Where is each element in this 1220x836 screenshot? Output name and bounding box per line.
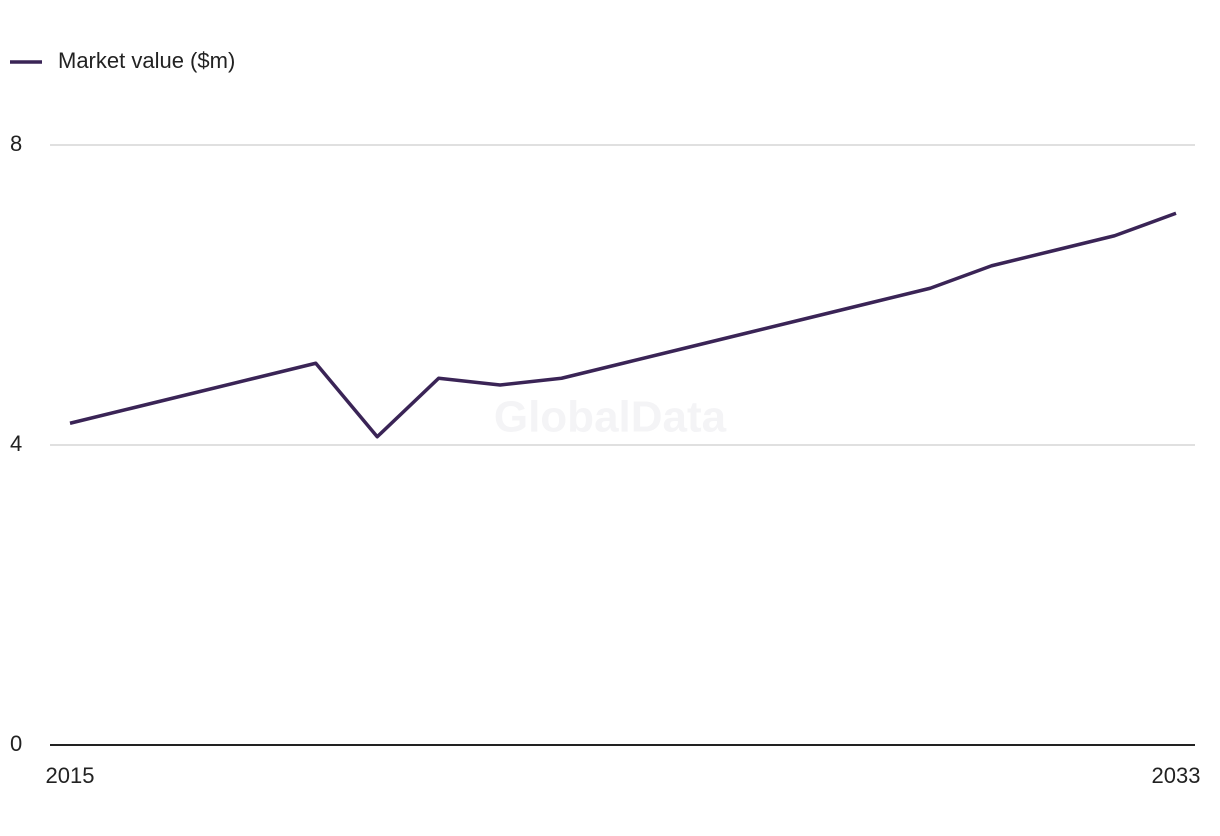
y-tick-label: 0 xyxy=(10,731,22,756)
x-tick-label: 2033 xyxy=(1152,763,1201,788)
y-tick-label: 4 xyxy=(10,431,22,456)
legend-label: Market value ($m) xyxy=(58,48,235,73)
x-tick-label: 2015 xyxy=(46,763,95,788)
series-line xyxy=(69,211,1177,439)
y-tick-label: 8 xyxy=(10,131,22,156)
watermark: GlobalData xyxy=(494,393,727,442)
